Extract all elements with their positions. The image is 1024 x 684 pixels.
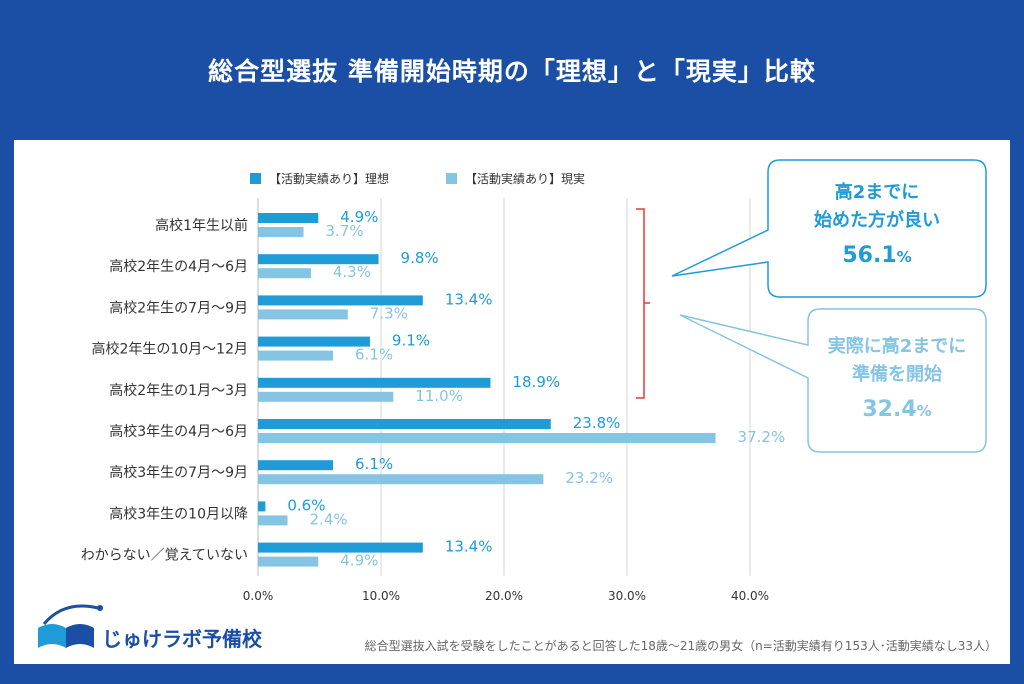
bar-real	[258, 391, 394, 402]
value-label-ideal: 9.8%	[401, 249, 439, 267]
value-label-real: 11.0%	[415, 387, 463, 405]
category-label: 高校3年生の10月以降	[109, 505, 248, 522]
x-tick-labels: 0.0% 10.0% 20.0% 30.0% 40.0%	[243, 589, 769, 603]
value-label-real: 4.9%	[340, 552, 378, 570]
x-tick-label: 20.0%	[485, 589, 523, 603]
bar-real	[258, 227, 304, 237]
value-label-ideal: 13.4%	[445, 290, 493, 308]
value-label-real: 7.3%	[370, 304, 408, 322]
callout-real-line2: 準備を開始	[852, 363, 942, 385]
bar-real	[258, 433, 716, 443]
bar-chart: 【活動実績あり】理想 【活動実績あり】現実 4.9%3.7%9.8%4.3%13…	[38, 159, 997, 653]
bar-real	[258, 556, 319, 567]
value-label-ideal: 6.1%	[355, 455, 393, 473]
bar-ideal	[258, 419, 551, 429]
value-label-ideal: 23.8%	[573, 414, 621, 432]
legend-swatch-real	[446, 173, 457, 184]
category-label: 高校3年生の7月～9月	[109, 464, 248, 481]
bar-real	[258, 309, 348, 320]
value-label-ideal: 13.4%	[445, 538, 493, 556]
callout-ideal-line2: 始めた方が良い	[814, 209, 940, 231]
bar-ideal	[258, 377, 491, 388]
value-label-ideal: 9.1%	[392, 332, 430, 350]
bar-ideal	[258, 336, 370, 347]
value-label-real: 3.7%	[326, 222, 364, 240]
legend-label-real: 【活動実績あり】現実	[465, 171, 585, 186]
chart-card: 【活動実績あり】理想 【活動実績あり】現実 4.9% 3.7% 9.8% 4.3% 13…	[14, 140, 1010, 664]
value-label-real: 23.2%	[565, 469, 613, 487]
callout-ideal-value: 56.1%	[842, 243, 911, 268]
x-tick-label: 0.0%	[243, 589, 274, 603]
x-tick-label: 10.0%	[362, 589, 400, 603]
value-label-ideal: 4.9%	[340, 208, 378, 226]
x-tick-label: 30.0%	[608, 589, 646, 603]
bar-ideal	[258, 460, 334, 471]
bar-real	[258, 515, 288, 526]
value-label-ideal: 0.6%	[287, 496, 325, 514]
value-label-real: 4.3%	[333, 263, 371, 281]
logo-text: じゅけラボ予備校	[102, 627, 263, 651]
bracket	[636, 208, 650, 399]
callout-real-line1: 実際に高2までに	[828, 335, 967, 357]
x-tick-label: 40.0%	[731, 589, 769, 603]
footnote: 総合型選抜入試を受験をしたことがあると回答した18歳～21歳の男女（n=活動実績…	[365, 638, 997, 653]
legend-swatch-ideal	[250, 173, 261, 184]
bar-real	[258, 350, 334, 361]
legend-label-ideal: 【活動実績あり】理想	[269, 171, 389, 186]
callout-ideal: 高2までに 始めた方が良い 56.1%	[671, 159, 987, 298]
bar-ideal	[258, 501, 266, 512]
category-labels: 高校1年生以前高校2年生の4月～6月高校2年生の7月～9月高校2年生の10月～1…	[81, 217, 248, 564]
category-label: わからない／覚えていない	[81, 548, 248, 564]
callout-real: 実際に高2までに 準備を開始 32.4%	[679, 308, 987, 453]
bar-ideal	[258, 213, 319, 223]
category-label: 高校3年生の4月～6月	[109, 423, 248, 440]
bar-real	[258, 474, 544, 485]
value-label-real: 2.4%	[310, 510, 348, 528]
category-label: 高校2年生の4月～6月	[109, 258, 248, 275]
page-title: 総合型選抜 準備開始時期の「理想」と「現実」比較	[208, 57, 816, 86]
logo: じゅけラボ予備校	[38, 604, 263, 651]
bar-real	[258, 268, 311, 279]
category-label: 高校2年生の7月～9月	[109, 299, 248, 316]
bar-ideal	[258, 295, 423, 306]
callout-real-value: 32.4%	[862, 397, 931, 422]
bars: 4.9%3.7%9.8%4.3%13.4%7.3%9.1%6.1%18.9%11…	[258, 208, 785, 570]
bar-ideal	[258, 254, 379, 265]
book-logo-icon	[38, 604, 103, 648]
category-label: 高校1年生以前	[155, 217, 248, 234]
category-label: 高校2年生の1月～3月	[109, 382, 248, 399]
value-label-real: 6.1%	[355, 346, 393, 364]
legend: 【活動実績あり】理想 【活動実績あり】現実	[250, 171, 585, 186]
value-label-real: 37.2%	[738, 428, 786, 446]
value-label-ideal: 18.9%	[512, 373, 560, 391]
category-label: 高校2年生の10月～12月	[91, 341, 248, 358]
bar-ideal	[258, 542, 423, 553]
callout-ideal-line1: 高2までに	[835, 181, 920, 203]
